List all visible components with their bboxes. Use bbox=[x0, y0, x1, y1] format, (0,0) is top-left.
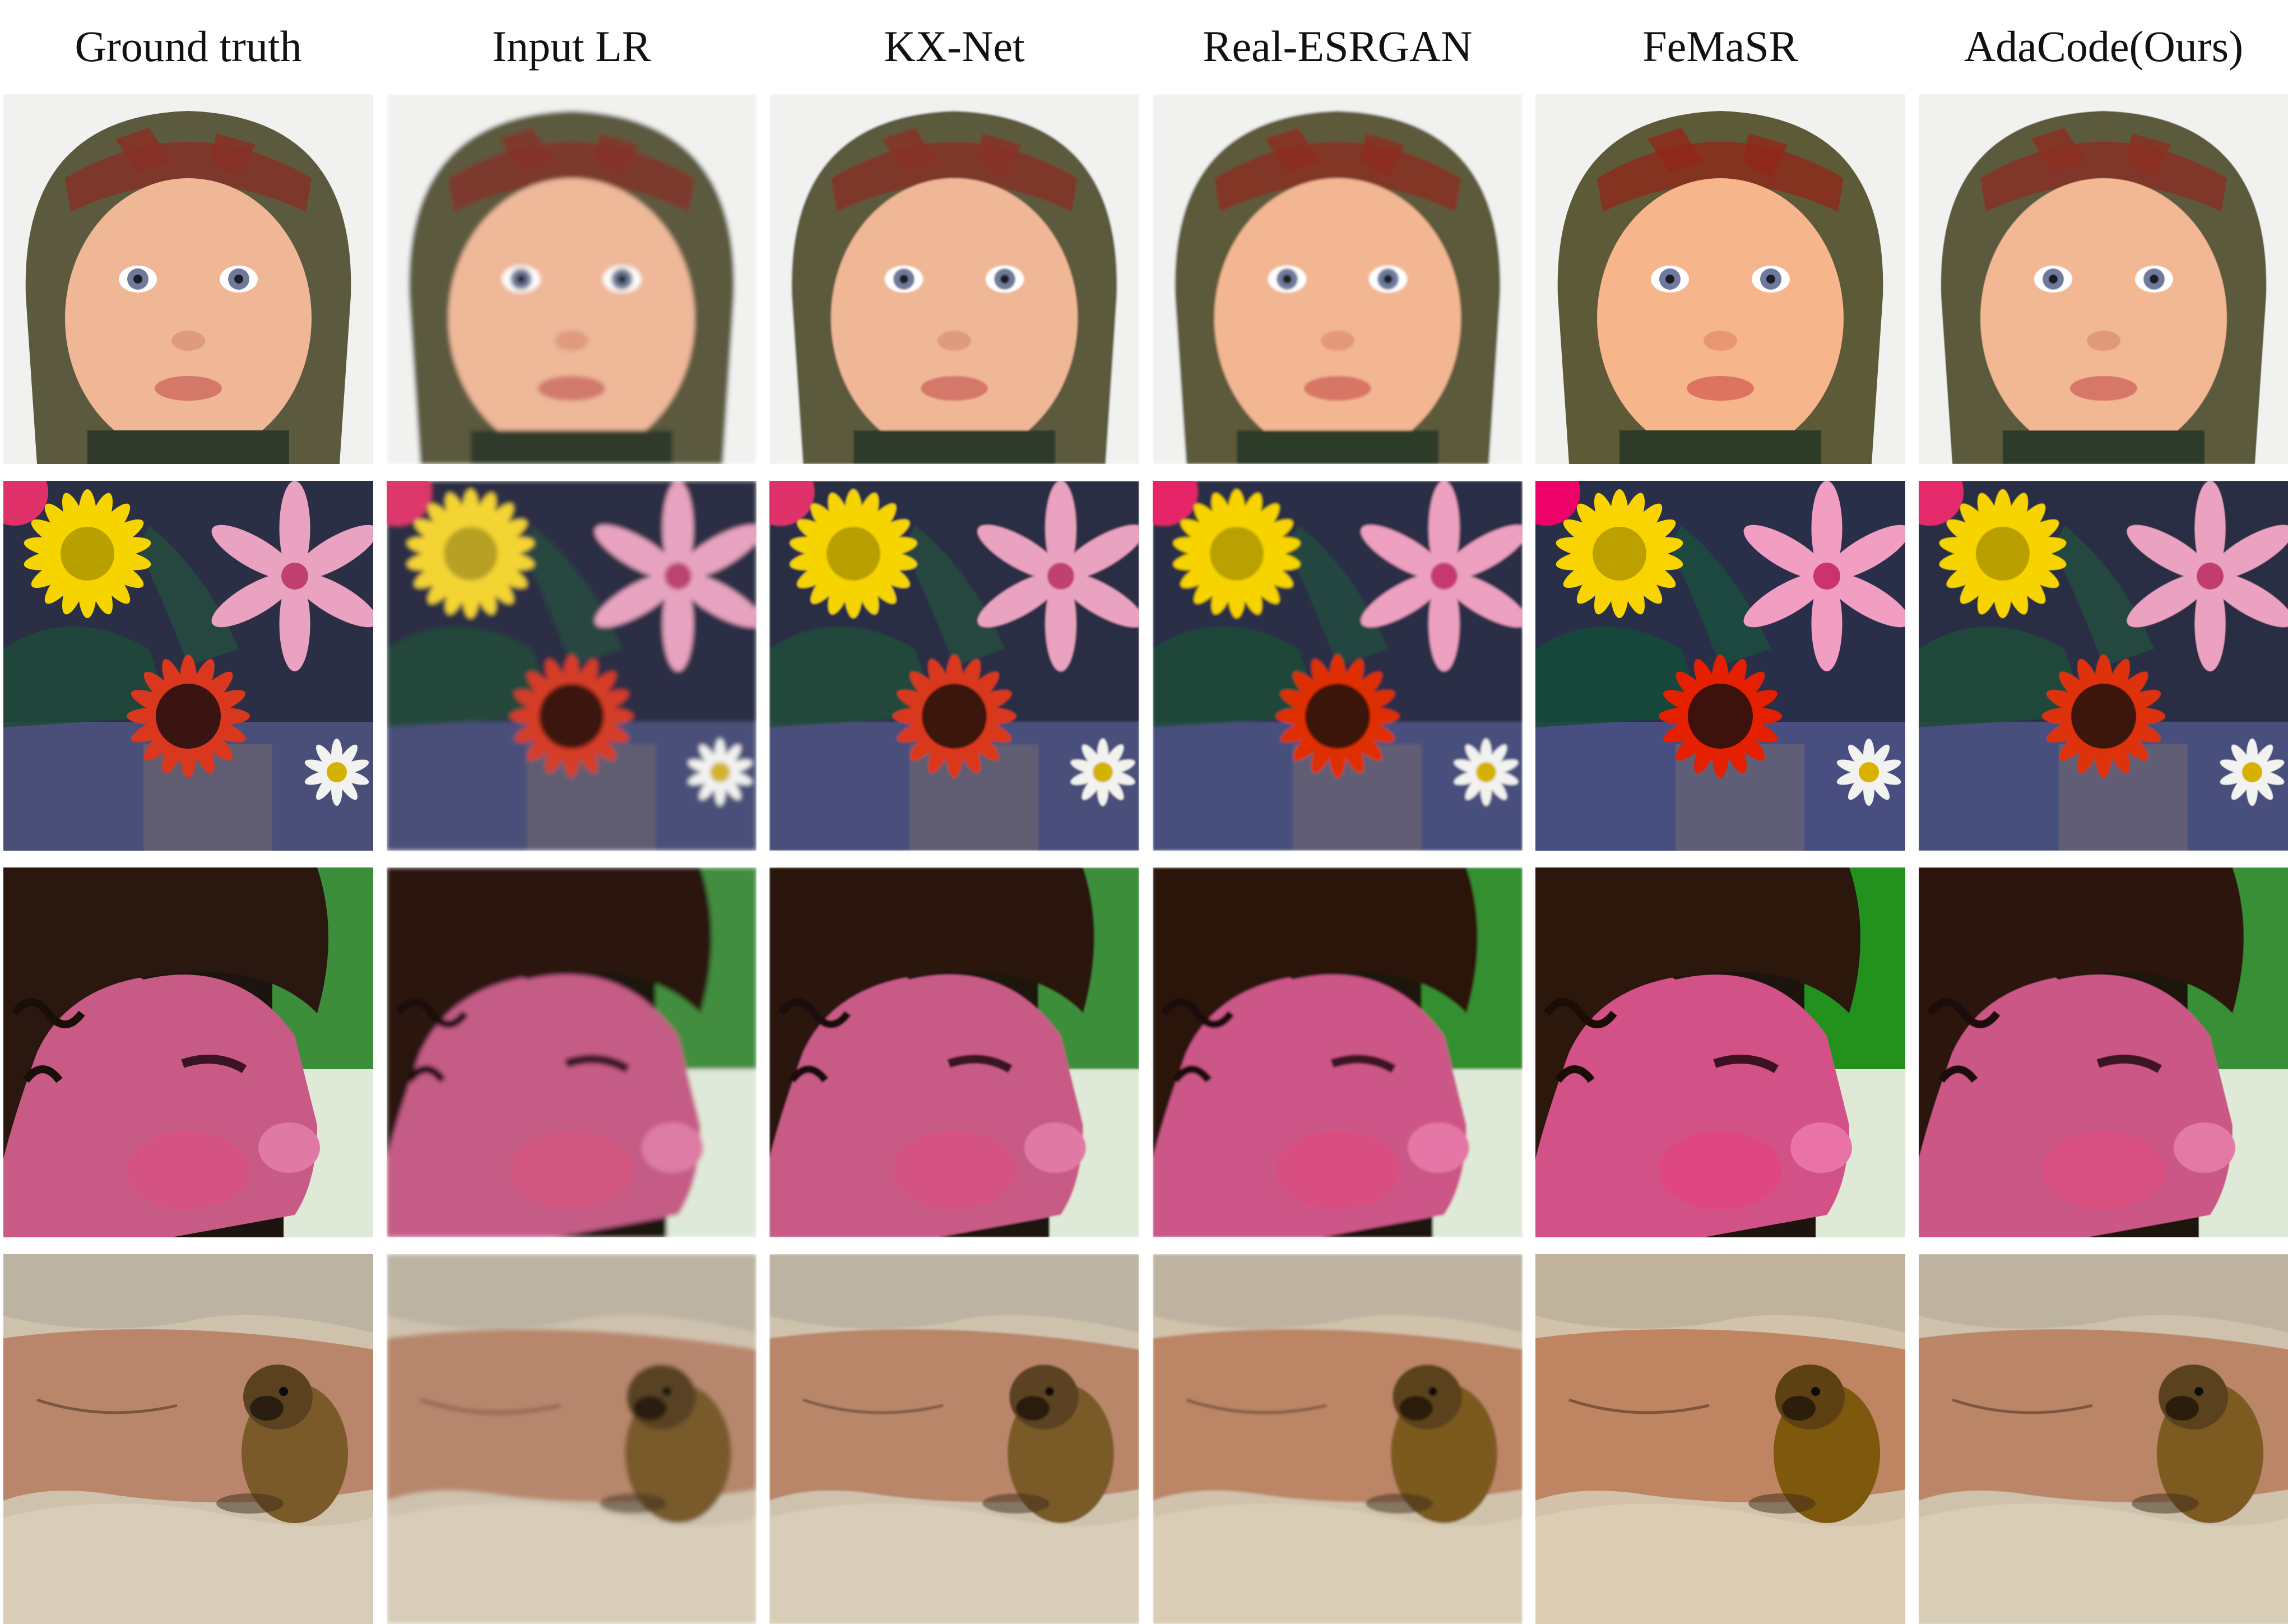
marmot-image-kx bbox=[769, 1254, 1139, 1624]
marmot-image-femasr bbox=[1535, 1254, 1905, 1624]
girl-face-image-adacode bbox=[1919, 867, 2288, 1237]
girl-face-image-gt bbox=[3, 867, 373, 1237]
flowers-image-gt bbox=[3, 481, 373, 851]
girl-face-image-kx bbox=[769, 867, 1139, 1237]
baby-face-image-adacode bbox=[1919, 94, 2288, 464]
flowers-image-lr bbox=[387, 481, 757, 851]
column-title-kx-net: KX-Net bbox=[884, 22, 1025, 71]
column-title-adacode: AdaCode(Ours) bbox=[1964, 22, 2244, 71]
girl-face-image-resrgan bbox=[1153, 867, 1523, 1237]
baby-face-image-kx bbox=[769, 94, 1139, 464]
column-title-input-lr: Input LR bbox=[492, 22, 651, 71]
baby-face-image-gt bbox=[3, 94, 373, 464]
marmot-image-resrgan bbox=[1153, 1254, 1523, 1624]
baby-face-image-resrgan bbox=[1153, 94, 1523, 464]
girl-face-image-femasr bbox=[1535, 867, 1905, 1237]
baby-face-image-lr bbox=[387, 94, 757, 464]
flowers-image-adacode bbox=[1919, 481, 2288, 851]
column-title-femasr: FeMaSR bbox=[1642, 22, 1798, 71]
marmot-image-lr bbox=[387, 1254, 757, 1624]
column-title-real-esrgan: Real-ESRGAN bbox=[1203, 22, 1473, 71]
flowers-image-resrgan bbox=[1153, 481, 1523, 851]
flowers-image-femasr bbox=[1535, 481, 1905, 851]
girl-face-image-lr bbox=[387, 867, 757, 1237]
column-title-ground-truth: Ground truth bbox=[75, 22, 302, 71]
marmot-image-adacode bbox=[1919, 1254, 2288, 1624]
baby-face-image-femasr bbox=[1535, 94, 1905, 464]
flowers-image-kx bbox=[769, 481, 1139, 851]
marmot-image-gt bbox=[3, 1254, 373, 1624]
